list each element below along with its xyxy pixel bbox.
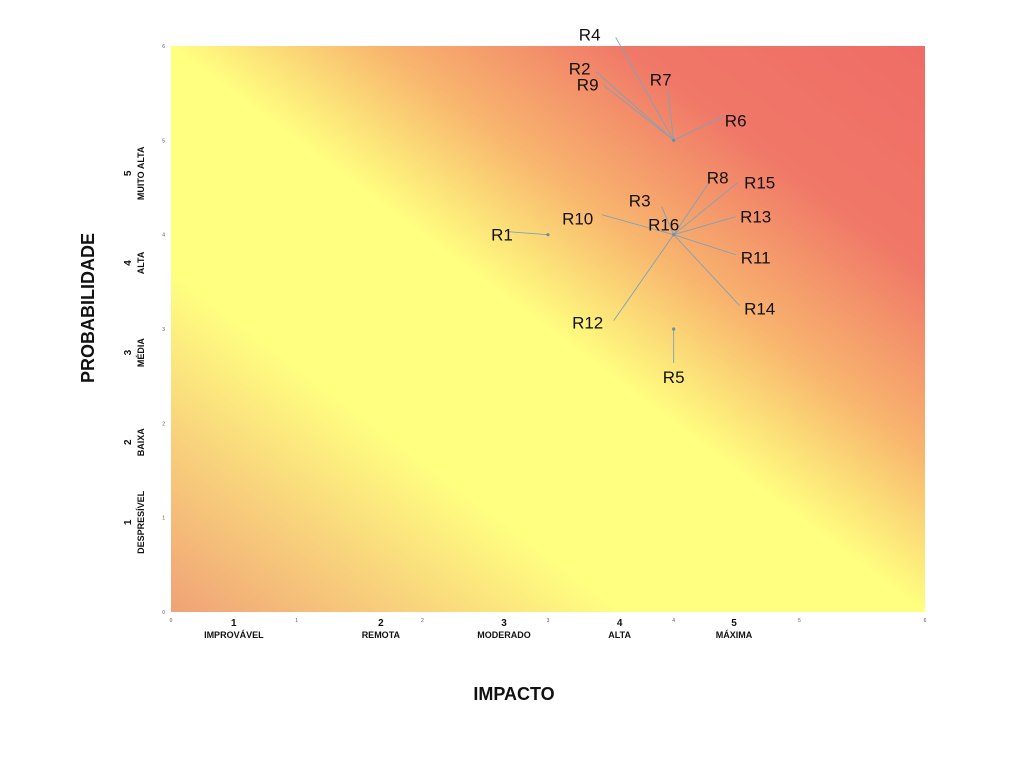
x-tick-label: 5 bbox=[798, 618, 801, 624]
x-category-name: MODERADO bbox=[477, 630, 531, 640]
y-category-level: 2 bbox=[123, 439, 134, 445]
x-category-name: IMPROVÁVEL bbox=[204, 630, 264, 640]
y-category-name: DESPRESÍVEL bbox=[136, 490, 146, 554]
risk-point bbox=[546, 233, 550, 237]
risk-leader-line bbox=[673, 234, 736, 256]
risk-label: R10 bbox=[562, 210, 593, 229]
x-tick-label: 4 bbox=[672, 618, 675, 624]
risk-leader-line bbox=[595, 70, 674, 141]
risk-leader-line bbox=[673, 234, 740, 306]
y-axis-title: PROBABILIDADE bbox=[78, 233, 98, 383]
y-category-level: 1 bbox=[123, 519, 134, 525]
x-category-name: ALTA bbox=[608, 630, 631, 640]
risk-label: R7 bbox=[650, 70, 672, 89]
y-tick-label: 6 bbox=[162, 44, 165, 50]
risk-leader-line bbox=[507, 231, 549, 236]
risk-label: R12 bbox=[572, 314, 603, 333]
x-category-level: 2 bbox=[378, 618, 384, 629]
x-tick-label: 6 bbox=[924, 618, 927, 624]
y-category-level: 5 bbox=[123, 170, 134, 176]
risk-label: R3 bbox=[629, 192, 651, 211]
risk-leader-line bbox=[673, 182, 738, 236]
x-category-level: 5 bbox=[731, 618, 737, 629]
y-tick-label: 2 bbox=[162, 421, 165, 427]
x-tick-label: 1 bbox=[295, 618, 298, 624]
x-category-level: 3 bbox=[501, 618, 507, 629]
risk-leader-line bbox=[661, 206, 675, 235]
x-axis-title: IMPACTO bbox=[473, 684, 554, 704]
y-tick-label: 5 bbox=[162, 138, 165, 144]
x-category-name: REMOTA bbox=[362, 630, 401, 640]
risk-label: R9 bbox=[577, 75, 599, 94]
y-category-level: 3 bbox=[123, 349, 134, 355]
y-category-name: MUITO ALTA bbox=[136, 146, 146, 200]
x-tick-label: 3 bbox=[547, 618, 550, 624]
x-category-name: MÁXIMA bbox=[716, 630, 753, 640]
risk-point bbox=[672, 327, 676, 331]
risk-label: R11 bbox=[741, 249, 771, 268]
risk-label: R13 bbox=[740, 208, 771, 227]
risk-label: R4 bbox=[579, 25, 601, 44]
y-tick-label: 3 bbox=[162, 327, 165, 333]
y-category-name: BAIXA bbox=[136, 428, 146, 457]
risk-label: R1 bbox=[491, 226, 513, 245]
risk-leader-line bbox=[601, 214, 674, 236]
risk-leader-line bbox=[613, 234, 675, 321]
risk-leader-line bbox=[615, 37, 675, 141]
risk-label: R15 bbox=[744, 174, 775, 193]
x-category-level: 4 bbox=[617, 618, 623, 629]
y-category-name: ALTA bbox=[136, 251, 146, 274]
risk-point bbox=[672, 138, 676, 142]
plot-area bbox=[171, 46, 925, 612]
risk-label: R6 bbox=[725, 111, 747, 130]
risk-label: R14 bbox=[744, 300, 775, 319]
y-tick-label: 1 bbox=[162, 516, 165, 522]
risk-leader-line bbox=[673, 216, 736, 236]
risk-leader-line bbox=[603, 84, 674, 141]
x-tick-label: 0 bbox=[170, 618, 173, 624]
y-tick-label: 0 bbox=[162, 610, 165, 616]
risk-point bbox=[672, 233, 676, 237]
x-category-level: 1 bbox=[231, 618, 237, 629]
y-tick-label: 4 bbox=[162, 233, 165, 239]
risk-label: R2 bbox=[569, 59, 591, 78]
risk-label: R16 bbox=[648, 216, 679, 235]
risk-leader-line bbox=[667, 89, 675, 141]
risk-leader-line bbox=[673, 115, 724, 141]
risk-label: R5 bbox=[663, 368, 685, 387]
risk-leader-line bbox=[673, 181, 711, 235]
y-category-level: 4 bbox=[123, 260, 134, 266]
risk-label: R8 bbox=[707, 169, 729, 188]
y-category-name: MÉDIA bbox=[136, 338, 146, 368]
x-tick-label: 2 bbox=[421, 618, 424, 624]
